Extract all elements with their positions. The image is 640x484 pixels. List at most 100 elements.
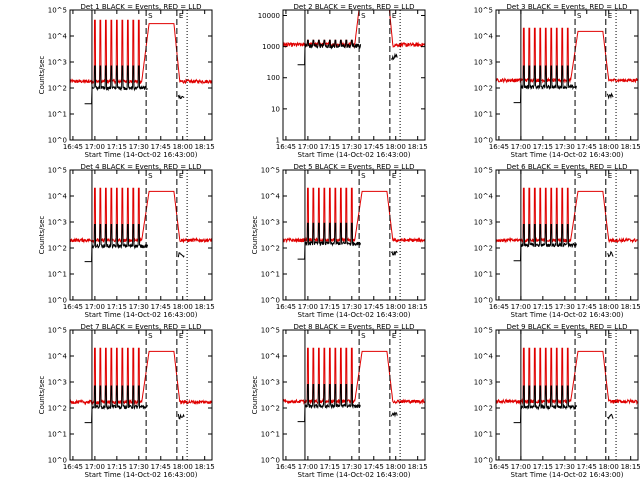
y-tick-label: 10^4 <box>48 193 68 201</box>
panel-title: Det 9 BLACK = Events, RED = LLD <box>507 323 628 331</box>
plot-area <box>283 347 425 423</box>
x-tick-label: 17:15 <box>107 303 127 311</box>
axes-frame <box>495 329 639 461</box>
x-tick-label: 16:45 <box>276 303 296 311</box>
y-tick-label: 10^0 <box>261 457 280 465</box>
lld-series-line <box>70 19 212 85</box>
panel-title: Det 7 BLACK = Events, RED = LLD <box>81 323 202 331</box>
y-tick-label: 10^1 <box>48 271 67 279</box>
y-tick-label: 10^3 <box>261 379 280 387</box>
time-marker-label: S <box>577 332 582 340</box>
x-tick-label: 17:00 <box>85 463 105 471</box>
chart-panel: S E 16:45 17:00 17:15 17:30 17:45 18:00 18:15 1 10… <box>258 3 428 159</box>
y-tick-label: 10^4 <box>261 353 281 361</box>
lld-series-line <box>283 347 425 405</box>
time-marker-label: E <box>608 12 612 20</box>
events-series-line <box>84 385 148 424</box>
x-tick-label: 17:30 <box>555 303 575 311</box>
x-tick-label: 17:15 <box>320 143 340 151</box>
axes-frame <box>495 169 639 301</box>
y-tick-label: 10^3 <box>48 379 67 387</box>
plot-area <box>70 19 212 105</box>
y-tick-label: 10^5 <box>261 167 280 175</box>
x-axis-label: Start Time (14-Oct-02 16:43:00) <box>298 471 411 479</box>
x-tick-label: 16:45 <box>489 303 509 311</box>
x-tick-label: 18:15 <box>408 463 428 471</box>
y-tick-label: 10^4 <box>261 193 281 201</box>
events-series-tail <box>177 94 185 100</box>
y-tick-label: 10^0 <box>48 297 67 305</box>
y-tick-label: 10^3 <box>474 59 493 67</box>
time-marker-label: E <box>608 332 612 340</box>
y-tick-label: 10^4 <box>48 353 68 361</box>
plot-area <box>496 187 638 262</box>
x-tick-label: 18:15 <box>408 143 428 151</box>
events-series-line <box>297 39 362 66</box>
x-axis-label: Start Time (14-Oct-02 16:43:00) <box>511 311 624 319</box>
x-tick-label: 17:45 <box>577 463 597 471</box>
time-marker-label: S <box>577 172 582 180</box>
x-tick-label: 17:30 <box>129 143 149 151</box>
y-tick-label: 10^0 <box>474 297 493 305</box>
x-tick-label: 18:15 <box>621 303 640 311</box>
x-tick-label: 17:30 <box>342 143 362 151</box>
lld-series-line <box>283 187 425 244</box>
y-tick-label: 10^1 <box>474 431 493 439</box>
chart-panel: S E 16:45 17:00 17:15 17:30 17:45 18:00 18:15 10^… <box>251 323 428 479</box>
x-tick-label: 17:45 <box>364 143 384 151</box>
x-tick-label: 17:30 <box>129 303 149 311</box>
chart-panel: S E 16:45 17:00 17:15 17:30 17:45 18:00 18:15 10^… <box>38 163 215 319</box>
x-tick-label: 17:45 <box>364 463 384 471</box>
y-axis-label: Counts/sec <box>251 376 259 415</box>
x-axis-label: Start Time (14-Oct-02 16:43:00) <box>511 151 624 159</box>
x-tick-label: 18:15 <box>195 143 215 151</box>
x-tick-label: 18:15 <box>195 463 215 471</box>
y-tick-label: 10^1 <box>48 431 67 439</box>
time-marker-label: S <box>361 12 366 20</box>
time-marker-label: S <box>148 12 153 20</box>
time-marker-label: E <box>179 172 183 180</box>
x-tick-label: 17:30 <box>342 303 362 311</box>
time-marker-label: E <box>392 172 396 180</box>
events-series-tail <box>390 250 398 256</box>
y-tick-label: 10^5 <box>261 327 280 335</box>
y-tick-label: 10^2 <box>261 405 280 413</box>
x-tick-label: 18:00 <box>173 463 193 471</box>
x-tick-label: 16:45 <box>63 303 83 311</box>
y-tick-label: 10^0 <box>474 137 493 145</box>
events-series-line <box>513 65 577 104</box>
y-tick-label: 10^0 <box>48 457 67 465</box>
y-tick-label: 10^1 <box>261 271 280 279</box>
plot-area <box>283 10 425 66</box>
time-marker-label: S <box>577 12 582 20</box>
x-tick-label: 18:00 <box>599 143 619 151</box>
time-marker-label: E <box>179 12 183 20</box>
y-tick-label: 10^1 <box>474 111 493 119</box>
x-tick-label: 17:00 <box>85 303 105 311</box>
y-tick-label: 10^3 <box>474 379 493 387</box>
x-tick-label: 18:00 <box>173 303 193 311</box>
x-tick-label: 18:00 <box>173 143 193 151</box>
y-tick-label: 10^2 <box>474 405 493 413</box>
x-tick-label: 17:45 <box>151 143 171 151</box>
x-tick-label: 17:15 <box>533 463 553 471</box>
events-series-line <box>84 224 149 263</box>
x-tick-label: 17:45 <box>577 303 597 311</box>
y-tick-label: 10^3 <box>48 59 67 67</box>
x-tick-label: 18:00 <box>386 303 406 311</box>
x-tick-label: 18:15 <box>408 303 428 311</box>
y-tick-label: 10^1 <box>474 271 493 279</box>
events-series-tail <box>606 92 614 100</box>
chart-panel: S E 16:45 17:00 17:15 17:30 17:45 18:00 18:15 10^… <box>38 323 215 479</box>
panel-title: Det 1 BLACK = Events, RED = LLD <box>81 3 202 11</box>
y-tick-label: 1 <box>276 137 280 145</box>
x-tick-label: 17:15 <box>533 143 553 151</box>
x-tick-label: 16:45 <box>489 143 509 151</box>
events-series-tail <box>177 413 185 420</box>
x-tick-label: 16:45 <box>63 143 83 151</box>
y-tick-label: 1000 <box>262 43 280 51</box>
events-series-tail <box>177 252 185 258</box>
x-tick-label: 16:45 <box>63 463 83 471</box>
x-axis-label: Start Time (14-Oct-02 16:43:00) <box>298 311 411 319</box>
x-tick-label: 16:45 <box>489 463 509 471</box>
